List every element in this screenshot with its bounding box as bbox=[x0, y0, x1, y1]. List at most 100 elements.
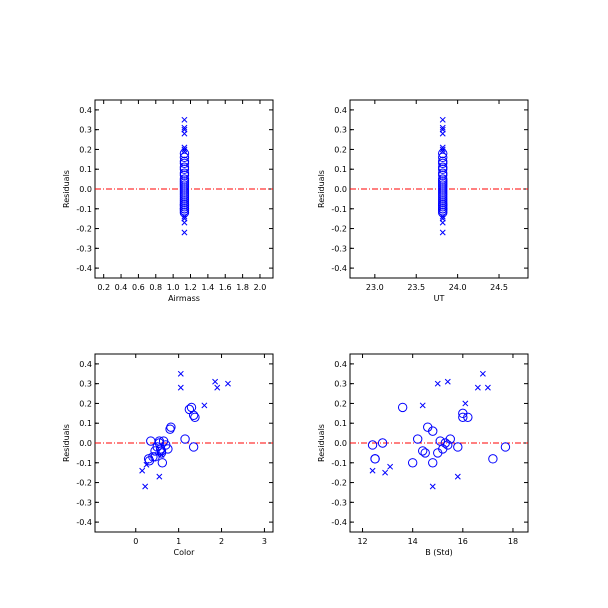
data-point-cross bbox=[382, 469, 389, 476]
data-point-circle bbox=[179, 196, 190, 206]
y-tick-label: -0.2 bbox=[76, 479, 92, 488]
data-point-cross bbox=[212, 378, 219, 385]
data-point-circle bbox=[179, 162, 190, 172]
data-point-circle bbox=[190, 412, 200, 422]
data-point-circle bbox=[186, 402, 197, 413]
data-point-cross bbox=[439, 213, 446, 220]
x-tick-label: 12 bbox=[357, 537, 367, 546]
x-tick-label: 0 bbox=[133, 537, 138, 546]
data-point-cross bbox=[181, 146, 188, 153]
data-point-circle bbox=[438, 162, 448, 172]
y-tick-label: -0.2 bbox=[331, 479, 347, 488]
data-point-cross bbox=[139, 467, 146, 474]
x-tick-label: 1.4 bbox=[202, 283, 215, 292]
data-point-cross bbox=[369, 467, 376, 474]
data-point-cross bbox=[201, 402, 208, 409]
data-point-circle bbox=[154, 436, 165, 446]
data-point-circle bbox=[443, 440, 453, 450]
data-point-cross bbox=[484, 384, 491, 391]
data-point-cross bbox=[181, 124, 188, 131]
data-point-circle bbox=[407, 458, 418, 468]
data-point-cross bbox=[181, 213, 188, 220]
data-point-cross bbox=[156, 473, 163, 480]
data-point-circle bbox=[438, 176, 448, 186]
scatter-panel-4: 0.4 0.3 0.2 0.1 0.0 -0.1 -0.2 -0.3 -0.4 12 14 16 18 B… bbox=[317, 353, 529, 557]
data-point-cross bbox=[444, 378, 451, 385]
y-tick-label: 0.2 bbox=[334, 145, 347, 154]
data-point-circle bbox=[180, 434, 190, 444]
data-point-circle bbox=[458, 412, 468, 422]
data-point-cross bbox=[462, 400, 469, 407]
y-tick-label: 0.1 bbox=[79, 165, 92, 174]
data-point-circle bbox=[157, 458, 168, 468]
y-tick-label: 0.0 bbox=[79, 439, 92, 448]
data-point-circle bbox=[418, 446, 428, 456]
data-point-cross bbox=[181, 148, 188, 155]
y-axis-title: Residuals bbox=[62, 170, 71, 208]
data-point-circle bbox=[500, 442, 511, 452]
data-point-circle bbox=[179, 176, 190, 186]
y-tick-label: -0.3 bbox=[76, 244, 92, 253]
data-point-cross bbox=[439, 219, 446, 226]
y-tick-label: -0.4 bbox=[331, 264, 347, 273]
y-tick-label: -0.3 bbox=[331, 498, 347, 507]
data-point-cross bbox=[454, 473, 461, 480]
x-tick-label: 1 bbox=[176, 537, 181, 546]
y-tick-label: -0.1 bbox=[331, 205, 347, 214]
y-tick-label: 0.4 bbox=[79, 106, 92, 115]
y-axis-title: Residuals bbox=[317, 170, 326, 208]
y-axis-title: Residuals bbox=[317, 424, 326, 462]
x-tick-label: 24.5 bbox=[490, 283, 508, 292]
scatter-panel-2: 0.4 0.3 0.2 0.1 0.0 -0.1 -0.2 -0.3 -0.4 23.0 23.5 2… bbox=[317, 99, 529, 303]
data-point-circle bbox=[428, 458, 438, 468]
data-point-cross bbox=[143, 461, 150, 468]
x-tick-label: 0.2 bbox=[97, 283, 110, 292]
x-tick-label: 16 bbox=[458, 537, 468, 546]
x-axis-title: UT bbox=[434, 294, 445, 303]
data-point-cross bbox=[225, 380, 231, 387]
y-tick-label: 0.2 bbox=[79, 399, 92, 408]
y-tick-label: 0.4 bbox=[334, 106, 347, 115]
data-point-cross bbox=[434, 380, 441, 387]
data-point-cross bbox=[474, 384, 481, 391]
data-point-circle bbox=[166, 422, 176, 432]
data-point-circle bbox=[445, 434, 455, 444]
y-tick-label: -0.4 bbox=[331, 518, 347, 527]
x-tick-label: 14 bbox=[408, 537, 418, 546]
data-point-cross bbox=[214, 384, 221, 391]
y-tick-label: -0.1 bbox=[76, 459, 92, 468]
y-tick-label: 0.1 bbox=[334, 165, 347, 174]
data-point-cross bbox=[439, 116, 446, 123]
data-point-circle bbox=[412, 434, 423, 444]
y-tick-label: -0.4 bbox=[76, 264, 92, 273]
x-tick-label: 0.6 bbox=[132, 283, 145, 292]
y-tick-label: -0.3 bbox=[331, 244, 347, 253]
data-point-circle bbox=[370, 454, 380, 464]
data-point-circle bbox=[377, 438, 388, 448]
data-point-circle bbox=[438, 152, 448, 163]
x-tick-label: 1.2 bbox=[184, 283, 197, 292]
data-point-cross bbox=[429, 483, 436, 490]
data-point-cross bbox=[181, 219, 188, 226]
y-tick-label: 0.0 bbox=[334, 185, 347, 194]
data-point-cross bbox=[158, 451, 165, 458]
y-tick-label: 0.4 bbox=[334, 360, 347, 369]
y-tick-label: 0.2 bbox=[334, 399, 347, 408]
data-point-cross bbox=[439, 146, 446, 153]
data-point-circle bbox=[488, 454, 498, 464]
y-tick-label: 0.0 bbox=[334, 439, 347, 448]
data-point-circle bbox=[148, 452, 158, 462]
x-tick-label: 2 bbox=[219, 537, 224, 546]
y-tick-label: -0.2 bbox=[76, 225, 92, 234]
x-tick-label: 0.4 bbox=[115, 283, 128, 292]
data-point-circle bbox=[179, 152, 190, 163]
y-tick-label: -0.1 bbox=[331, 459, 347, 468]
data-point-cross bbox=[439, 148, 446, 155]
y-tick-label: 0.0 bbox=[79, 185, 92, 194]
y-tick-label: -0.2 bbox=[331, 225, 347, 234]
x-tick-label: 23.5 bbox=[407, 283, 425, 292]
x-axis-title: Airmass bbox=[168, 294, 200, 303]
x-axis-title: B (Std) bbox=[425, 548, 453, 557]
data-point-cross bbox=[181, 116, 188, 123]
